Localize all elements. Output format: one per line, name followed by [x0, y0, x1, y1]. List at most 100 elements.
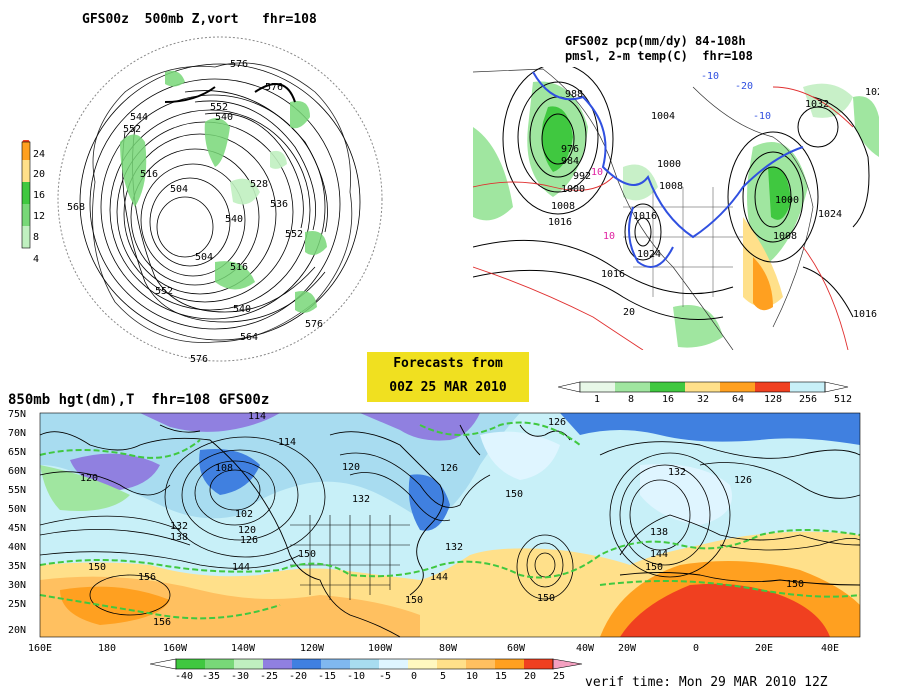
- height-label: 126: [440, 463, 458, 474]
- lat-label: 40N: [8, 542, 26, 553]
- pcp-scale-label: 1: [594, 394, 600, 405]
- temp-label: 10: [603, 231, 615, 242]
- lat-label: 45N: [8, 523, 26, 534]
- lon-label: 40W: [576, 643, 595, 654]
- pcp-scale-label: 16: [662, 394, 674, 405]
- lon-label: 80W: [439, 643, 458, 654]
- pcp-scale-label: 128: [764, 394, 782, 405]
- height-label: 132: [170, 521, 188, 532]
- contour-label: 516: [230, 262, 248, 273]
- contour-label: 516: [140, 169, 158, 180]
- lat-label: 75N: [8, 409, 26, 420]
- lat-label: 65N: [8, 447, 26, 458]
- vort-colorbar: 24 20 16 12 8 4: [21, 140, 45, 265]
- contour-label: 564: [240, 332, 258, 343]
- height-label: 120: [80, 473, 98, 484]
- contour-label: 540: [233, 304, 251, 315]
- forecast-banner: Forecasts from 00Z 25 MAR 2010: [367, 352, 529, 402]
- pressure-label: 1016: [633, 211, 657, 222]
- lon-label: 20W: [618, 643, 637, 654]
- pcp-map-title-line2: pmsl, 2-m temp(C) fhr=108: [565, 49, 753, 63]
- pressure-label: 976: [561, 144, 579, 155]
- pressure-label: 1004: [651, 111, 675, 122]
- height-label: 120: [342, 462, 360, 473]
- temp-colorbar: -40 -35 -30 -25 -20 -15 -10 -5 0 5 10 15…: [150, 658, 583, 682]
- contour-label: 540: [225, 214, 243, 225]
- lon-label: 100W: [368, 643, 393, 654]
- pressure-label: 1008: [659, 181, 683, 192]
- contour-label: 540: [215, 112, 233, 123]
- temp-scale-label: -5: [379, 671, 391, 682]
- temp-label: -10: [701, 71, 719, 82]
- lat-label: 25N: [8, 599, 26, 610]
- pcp-scale-label: 8: [628, 394, 634, 405]
- contour-label: 552: [123, 124, 141, 135]
- lat-label: 30N: [8, 580, 26, 591]
- temp-scale-label: 0: [411, 671, 417, 682]
- pressure-label: 1000: [775, 195, 799, 206]
- vort-scale-label: 20: [33, 169, 45, 180]
- lat-label: 55N: [8, 485, 26, 496]
- pressure-label: 1016: [853, 309, 877, 320]
- height-label: 108: [215, 463, 233, 474]
- lon-label: 140W: [231, 643, 256, 654]
- banner-line1: Forecasts from: [393, 356, 503, 371]
- temp-scale-label: 20: [524, 671, 536, 682]
- contour-label: 576: [305, 319, 323, 330]
- height-label: 150: [405, 595, 423, 606]
- pcp-mslp-map: 988 976 984 992 1000 1008 1016 1004 1000…: [473, 67, 879, 350]
- pressure-label: 1008: [551, 201, 575, 212]
- contour-label: 552: [285, 229, 303, 240]
- height-label: 114: [248, 411, 266, 422]
- lon-label: 40E: [821, 643, 839, 654]
- 850mb-map: 114 114 120 108 120 126 102 132 138 120 …: [8, 409, 861, 638]
- height-label: 156: [138, 572, 156, 583]
- vort-scale-label: 8: [33, 232, 39, 243]
- height-label: 126: [240, 535, 258, 546]
- contour-label: 504: [195, 252, 213, 263]
- pcp-scale-label: 512: [834, 394, 852, 405]
- pressure-label: 1008: [773, 231, 797, 242]
- height-label: 150: [645, 562, 663, 573]
- pcp-map-title-line1: GFS00z pcp(mm/dy) 84-108h: [565, 34, 746, 48]
- lon-label: 20E: [755, 643, 773, 654]
- temp-scale-label: -25: [260, 671, 278, 682]
- pressure-label: 1000: [657, 159, 681, 170]
- height-label: 132: [668, 467, 686, 478]
- height-label: 138: [170, 532, 188, 543]
- temp-label: 20: [623, 307, 635, 318]
- pcp-scale-label: 32: [697, 394, 709, 405]
- temp-scale-label: -15: [318, 671, 336, 682]
- height-label: 114: [278, 437, 296, 448]
- contour-label: 504: [170, 184, 188, 195]
- height-label: 150: [537, 593, 555, 604]
- 850mb-map-title: 850mb hgt(dm),T fhr=108 GFS00z: [8, 392, 270, 408]
- temp-scale-label: -20: [289, 671, 307, 682]
- vort-scale-label: 4: [33, 254, 39, 265]
- temp-scale-label: 15: [495, 671, 507, 682]
- vort-map-title: GFS00z 500mb Z,vort fhr=108: [82, 12, 317, 27]
- pressure-label: 988: [565, 89, 583, 100]
- vort-scale-label: 16: [33, 190, 45, 201]
- vort-scale-label: 24: [33, 149, 45, 160]
- pcp-scale-label: 64: [732, 394, 744, 405]
- height-label: 132: [352, 494, 370, 505]
- temp-scale-label: 5: [440, 671, 446, 682]
- pressure-label: 1024: [637, 249, 661, 260]
- lon-axis: 160E 180 160W 140W 120W 100W 80W 60W 40W…: [28, 643, 839, 654]
- banner-line2: 00Z 25 MAR 2010: [389, 380, 507, 395]
- pcp-scale-label: 256: [799, 394, 817, 405]
- pressure-label: 1032: [805, 99, 829, 110]
- pressure-label: 1024: [865, 87, 879, 98]
- contour-label: 552: [210, 102, 228, 113]
- height-label: 144: [232, 562, 250, 573]
- pressure-label: 992: [573, 171, 591, 182]
- lon-label: 160W: [163, 643, 188, 654]
- contour-label: 528: [250, 179, 268, 190]
- height-label: 150: [88, 562, 106, 573]
- contour-label: 576: [190, 354, 208, 365]
- height-label: 150: [505, 489, 523, 500]
- lat-label: 35N: [8, 561, 26, 572]
- lon-label: 180: [98, 643, 116, 654]
- temp-scale-label: -10: [347, 671, 365, 682]
